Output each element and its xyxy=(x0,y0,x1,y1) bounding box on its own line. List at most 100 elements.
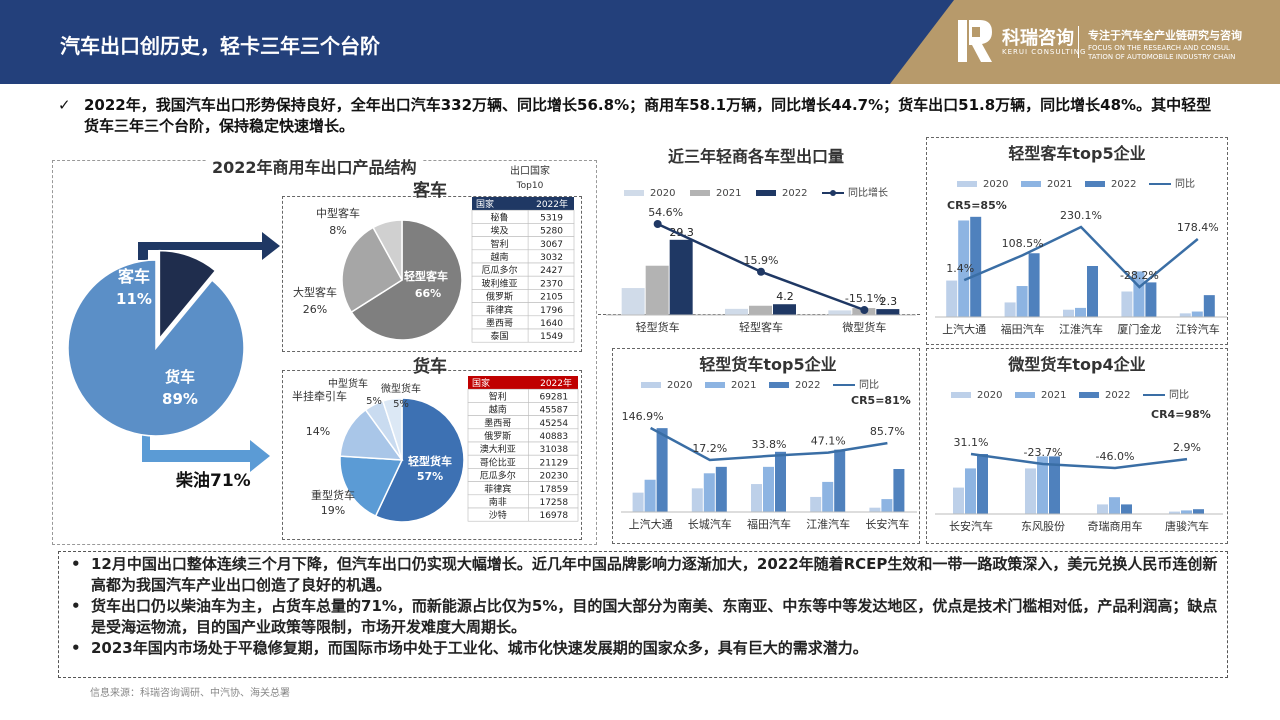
category-tick-label: 唐骏汽车 xyxy=(1165,519,1209,533)
legend-label: 2022 xyxy=(782,188,807,199)
category-tick-label: 长安汽车 xyxy=(865,517,909,531)
bar xyxy=(1193,509,1204,514)
country-caption-1: 出口国家 xyxy=(510,164,550,177)
legend-swatch xyxy=(705,382,725,388)
page-title: 汽车出口创历史，轻卡三年三个台阶 xyxy=(60,34,380,58)
bar xyxy=(703,473,715,512)
bar xyxy=(822,481,834,512)
table-cell-country: 泰国 xyxy=(491,330,509,342)
chart-annotation: CR4=98% xyxy=(1151,408,1211,421)
bar xyxy=(1181,510,1192,514)
legend-label: 2022 xyxy=(795,380,820,391)
bar xyxy=(946,280,958,317)
growth-line xyxy=(970,452,1188,470)
header-divider xyxy=(1078,26,1079,58)
note-item: 2023年国内市场处于平稳修复期，而国际市场中处于工业化、城市化快速发展期的国家… xyxy=(67,638,1227,659)
bus-pie-label-large: 大型客车 xyxy=(293,285,337,299)
table-cell-country: 智利 xyxy=(491,238,509,250)
bar xyxy=(1087,266,1098,317)
bar xyxy=(970,216,982,317)
table-cell-country: 菲律宾 xyxy=(484,483,511,495)
light-bus-top5-chart: 轻型客车top5企业2020 2021 2022 同比CR5=85%上汽大通 福田汽车江… xyxy=(935,144,1227,336)
table-cell-value: 1796 xyxy=(540,306,563,316)
table-cell-value: 2370 xyxy=(540,279,563,289)
bar xyxy=(644,479,656,512)
legend-label: 2020 xyxy=(650,188,675,199)
bar xyxy=(1145,282,1157,317)
bar xyxy=(1133,271,1145,317)
growth-line xyxy=(963,225,1199,289)
pie-slice xyxy=(341,226,403,314)
mini-truck-panel xyxy=(926,348,1228,544)
truck-sub-box xyxy=(282,370,582,540)
truck-pie-label-light: 轻型货车 xyxy=(408,454,452,468)
truck-pie-value-heavy: 19% xyxy=(321,504,345,517)
bus-pie-label-light: 轻型客车 xyxy=(404,269,448,283)
table-cell-country: 哥伦比亚 xyxy=(480,456,516,468)
category-tick-label: 奇瑞商用车 xyxy=(1088,519,1143,533)
pie-slice xyxy=(374,397,465,523)
bar xyxy=(1049,456,1060,514)
table-cell-value: 20230 xyxy=(539,472,568,482)
light-truck-top5-chart: 轻型货车top5企业 2020 2021 2022 同比 CR5=81% 上汽大通 长城汽车 福… xyxy=(621,355,917,531)
growth-line xyxy=(650,426,888,462)
bar xyxy=(1037,456,1048,514)
table-cell-value: 5319 xyxy=(540,213,563,223)
growth-label: -23.7% xyxy=(1024,446,1063,459)
chart-title: 轻型货车top5企业 xyxy=(699,355,836,374)
category-tick-label: 长城汽车 xyxy=(688,517,732,531)
legend-swatch xyxy=(1085,181,1105,187)
table-cell-value: 21129 xyxy=(539,458,568,468)
category-tick-label: 上汽大通 xyxy=(942,322,986,336)
legend-label: 2021 xyxy=(716,188,741,199)
bar xyxy=(1179,313,1191,317)
truck-pie-label-mini: 微型货车 xyxy=(381,382,421,395)
growth-label: -46.0% xyxy=(1096,450,1135,463)
growth-label: 15.9% xyxy=(744,254,779,267)
bar xyxy=(1028,253,1040,317)
growth-point xyxy=(860,306,869,314)
table-cell-country: 俄罗斯 xyxy=(484,430,511,442)
pie-slice xyxy=(372,219,403,281)
truck-pie-value-mini: 5% xyxy=(393,399,409,410)
note-item: 货车出口仍以柴油车为主，占货车总量的71%，而新能源占比仅为5%，目的国大部分为… xyxy=(67,596,1227,638)
table-cell-country: 越南 xyxy=(489,404,507,416)
growth-label: -28.2% xyxy=(1120,269,1159,282)
category-tick-label: 微型货车 xyxy=(842,320,886,334)
bar xyxy=(715,466,727,512)
legend-swatch xyxy=(1021,181,1041,187)
table-cell-country: 厄瓜多尔 xyxy=(482,264,518,276)
growth-label: 146.9% xyxy=(622,410,664,423)
growth-label: -15.1% xyxy=(845,292,884,305)
legend-label: 同比 xyxy=(1169,389,1189,401)
table-cell-value: 16978 xyxy=(539,511,568,521)
table-cell-country: 智利 xyxy=(489,390,507,402)
truck-slice-value: 89% xyxy=(162,390,198,408)
light-bus-panel xyxy=(926,137,1228,345)
notes-box: 12月中国出口整体连续三个月下降，但汽车出口仍实现大幅增长。近几年中国品牌影响力… xyxy=(58,551,1228,678)
growth-label: 1.4% xyxy=(946,262,974,275)
growth-label: 2.9% xyxy=(1173,441,1201,454)
bar xyxy=(751,484,762,512)
growth-label: 178.4% xyxy=(1177,221,1219,234)
growth-label: 33.8% xyxy=(752,438,787,451)
truck-pie-value-light: 57% xyxy=(417,470,443,483)
bar xyxy=(881,499,893,512)
bar xyxy=(1121,291,1133,317)
chart-title: 轻型客车top5企业 xyxy=(1008,144,1145,163)
table-cell-country: 厄瓜多尔 xyxy=(480,470,516,482)
truck-pie-label-medium: 中型货车 xyxy=(328,377,368,390)
bus-pie-value-light: 66% xyxy=(415,287,441,300)
pie-slice xyxy=(339,408,404,461)
bar xyxy=(869,507,881,512)
bus-slice-value: 11% xyxy=(116,290,152,308)
slogan-english-line-1: FOCUS ON THE RESEARCH AND CONSUL xyxy=(1088,44,1230,52)
bar xyxy=(876,309,900,315)
bar xyxy=(893,469,905,512)
truck-pie-label-heavy: 重型货车 xyxy=(311,488,355,502)
pie-slice xyxy=(339,455,404,518)
growth-label: 17.2% xyxy=(692,442,727,455)
legend-swatch xyxy=(624,190,644,196)
table-cell-country: 越南 xyxy=(491,251,509,263)
